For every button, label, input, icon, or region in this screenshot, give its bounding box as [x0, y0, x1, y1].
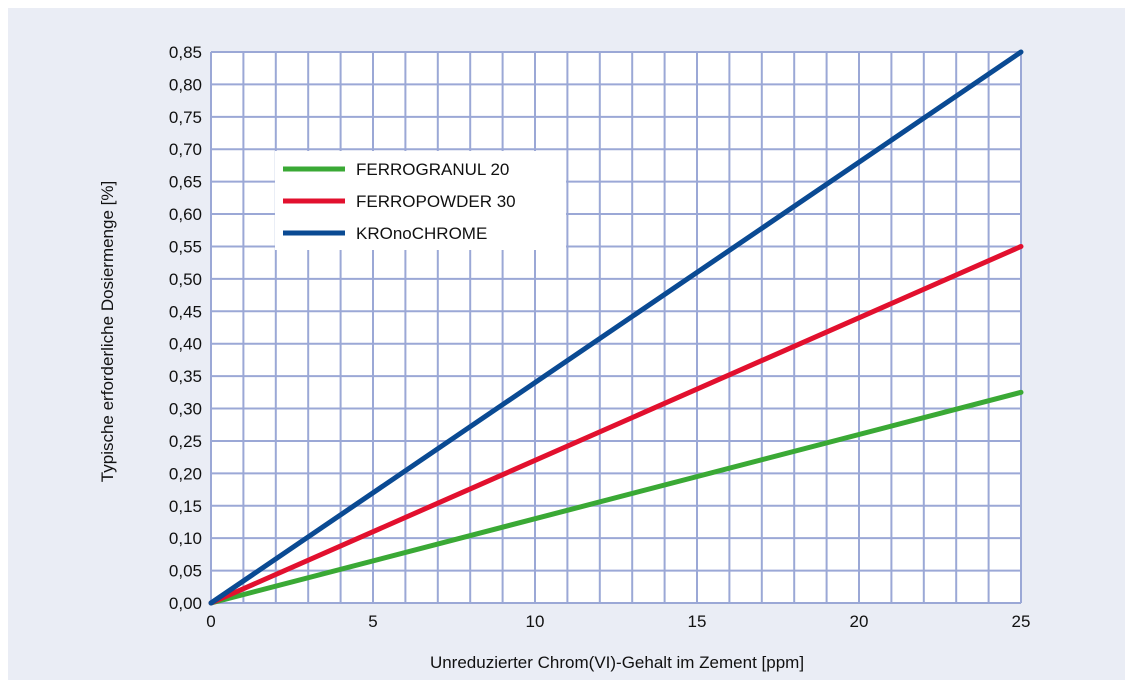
y-tick-label: 0,25	[169, 432, 202, 451]
legend-label: FERROGRANUL 20	[356, 160, 509, 179]
grid-lines	[210, 51, 1022, 604]
x-tick-label: 10	[526, 612, 545, 631]
series-line	[208, 49, 1024, 606]
x-tick-label: 5	[368, 612, 377, 631]
legend: FERROGRANUL 20 FERROPOWDER 30 KROnoCHROME	[275, 151, 566, 250]
y-tick-label: 0,70	[169, 140, 202, 159]
x-tick-label: 25	[1012, 612, 1031, 631]
y-tick-label: 0,45	[169, 302, 202, 321]
y-tick-label: 0,05	[169, 562, 202, 581]
legend-label: FERROPOWDER 30	[356, 192, 516, 211]
y-tick-label: 0,40	[169, 335, 202, 354]
y-axis-title: Typische erforderliche Dosiermenge [%]	[98, 181, 117, 482]
y-tick-label: 0,00	[169, 594, 202, 613]
series-line	[208, 389, 1024, 606]
y-tick-label: 0,10	[169, 529, 202, 548]
y-tick-label: 0,85	[169, 43, 202, 62]
y-tick-label: 0,35	[169, 367, 202, 386]
series-line	[208, 243, 1024, 606]
y-tick-label: 0,15	[169, 497, 202, 516]
y-tick-label: 0,30	[169, 400, 202, 419]
y-tick-label: 0,55	[169, 237, 202, 256]
y-tick-label: 0,50	[169, 270, 202, 289]
x-tick-label: 15	[688, 612, 707, 631]
y-tick-label: 0,20	[169, 464, 202, 483]
x-tick-label: 0	[206, 612, 215, 631]
y-tick-label: 0,65	[169, 173, 202, 192]
y-tick-label: 0,60	[169, 205, 202, 224]
y-tick-label: 0,80	[169, 75, 202, 94]
y-tick-label: 0,75	[169, 108, 202, 127]
legend-label: KROnoCHROME	[356, 224, 487, 243]
x-tick-label: 20	[850, 612, 869, 631]
x-axis-title: Unreduzierter Chrom(VI)-Gehalt im Zement…	[430, 653, 804, 672]
